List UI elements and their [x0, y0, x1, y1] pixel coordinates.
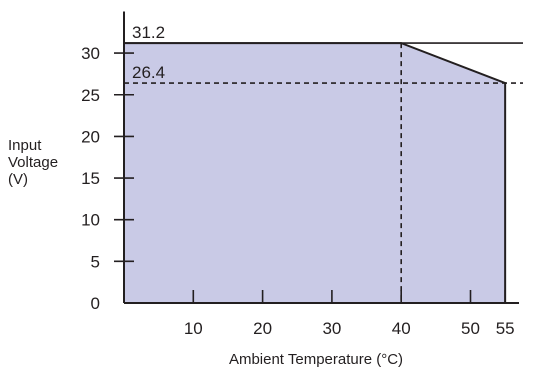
reference-label-31.2: 31.2 [132, 23, 165, 42]
x-tick-label-40: 40 [392, 319, 411, 338]
x-tick-label-10: 10 [184, 319, 203, 338]
x-tick-label-20: 20 [253, 319, 272, 338]
operating-area [124, 43, 506, 303]
derating-boundary-line [124, 42, 507, 303]
y-tick-label-15: 15 [81, 169, 100, 188]
y-tick-label-5: 5 [91, 252, 100, 271]
reference-label-26.4: 26.4 [132, 63, 165, 82]
y-axis-title-line-2: Voltage [8, 154, 58, 171]
x-axis-title: Ambient Temperature (°C) [229, 351, 403, 368]
x-tick-label-50: 50 [461, 319, 480, 338]
y-axis-title-line-3: (V) [8, 171, 28, 188]
y-tick-label-30: 30 [81, 44, 100, 63]
x-tick-label-55: 55 [496, 319, 515, 338]
y-axis-title-line-1: Input [8, 137, 42, 154]
y-tick-label-20: 20 [81, 127, 100, 146]
y-tick-label-0: 0 [91, 294, 100, 313]
y-tick-label-10: 10 [81, 211, 100, 230]
x-tick-label-30: 30 [322, 319, 341, 338]
y-tick-label-25: 25 [81, 86, 100, 105]
